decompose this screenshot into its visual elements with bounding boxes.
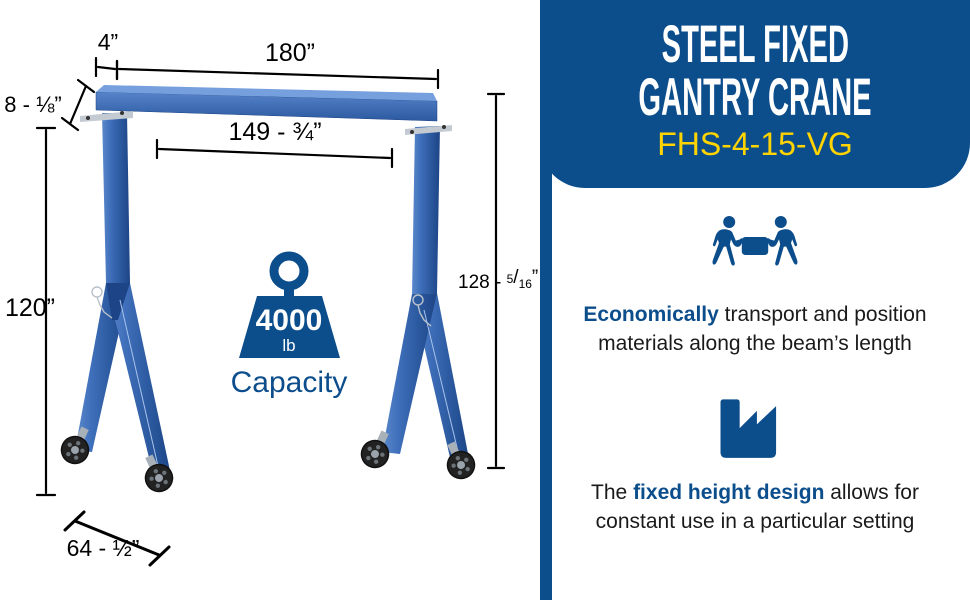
- svg-text:4000: 4000: [256, 304, 323, 337]
- svg-text:180”: 180”: [265, 39, 315, 67]
- svg-text:64 - ½”: 64 - ½”: [67, 535, 140, 561]
- svg-text:120”: 120”: [5, 294, 55, 322]
- svg-text:128 - 5/16”: 128 - 5/16”: [458, 267, 538, 293]
- svg-text:4”: 4”: [98, 29, 118, 55]
- svg-text:149 - ¾”: 149 - ¾”: [228, 118, 321, 146]
- svg-text:lb: lb: [282, 336, 295, 355]
- svg-text:Capacity: Capacity: [231, 366, 348, 399]
- svg-text:8 - ⅛”: 8 - ⅛”: [4, 92, 61, 117]
